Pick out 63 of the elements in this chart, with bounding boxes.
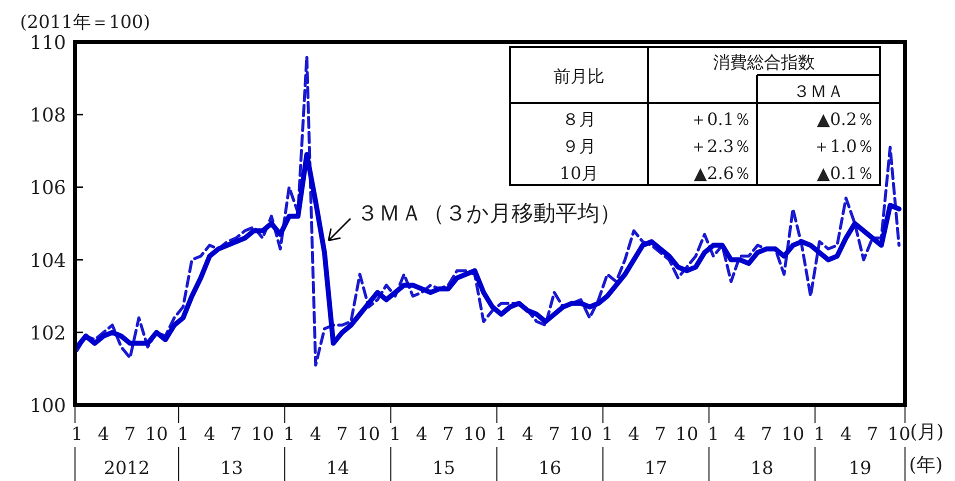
- x-tick-label: 1: [389, 424, 401, 445]
- line-series: [76, 55, 900, 367]
- annotation: 10月: [560, 164, 598, 184]
- text: 17: [644, 458, 668, 479]
- x-tick-label: 10: [357, 424, 380, 445]
- x-tick-label: 10: [145, 424, 168, 445]
- x-tick-label: 4: [628, 424, 640, 445]
- x-tick-label: 4: [840, 424, 852, 445]
- x-tick-label: 10: [781, 424, 804, 445]
- x-tick-label: 10: [463, 424, 486, 445]
- x-tick-label: 10: [251, 424, 274, 445]
- x-tick-label: 7: [548, 424, 560, 445]
- text: 14: [326, 458, 350, 479]
- y-tick-label: 110: [30, 32, 66, 54]
- x-tick-label: 1: [708, 424, 720, 445]
- text: 2012: [104, 458, 150, 479]
- annotation: ＋2.3％: [690, 137, 751, 157]
- x-tick-label: 7: [336, 424, 348, 445]
- annotation: ８月: [562, 110, 596, 130]
- x-tick-label: 10: [569, 424, 592, 445]
- y-tick-label: 108: [30, 104, 66, 127]
- annotation: ▲0.1％: [816, 164, 874, 184]
- x-tick-label: 7: [124, 424, 136, 445]
- series-label: ３ＭＡ（３か月移動平均）: [356, 202, 622, 227]
- text: 13: [220, 458, 244, 479]
- x-tick-label: 10: [675, 424, 698, 445]
- text: (年): [909, 454, 943, 476]
- annotation: ▲0.2％: [816, 110, 874, 130]
- x-tick-label: 1: [177, 424, 189, 445]
- x-tick-label: 4: [98, 424, 110, 445]
- text: 18: [750, 458, 774, 479]
- y-tick-label: 102: [30, 322, 66, 344]
- annotation: 前月比: [554, 67, 604, 87]
- x-tick-label: 7: [654, 424, 666, 445]
- x-tick-label: 4: [522, 424, 534, 445]
- x-tick-label: 7: [230, 424, 242, 445]
- text: 16: [538, 458, 562, 479]
- annotation: ＋1.0％: [812, 137, 874, 157]
- x-tick-label: 4: [416, 424, 428, 445]
- x-tick-label: 4: [734, 424, 746, 445]
- annotation: ＋0.1％: [690, 110, 751, 130]
- x-tick-label: 1: [283, 424, 295, 445]
- x-tick-label: 7: [442, 424, 454, 445]
- x-tick-label: 1: [71, 424, 83, 445]
- x-tick-label: 4: [204, 424, 216, 445]
- x-tick-label: 1: [814, 424, 826, 445]
- annotation: ９月: [562, 137, 596, 157]
- annotation: ▲2.6％: [694, 164, 751, 184]
- text: 15: [432, 458, 456, 479]
- x-tick-label: 7: [760, 424, 772, 445]
- y-tick-label: 104: [30, 250, 66, 272]
- x-tick-label: 10: [888, 424, 910, 445]
- x-tick-label: 1: [602, 424, 614, 445]
- x-tick-label: 7: [866, 424, 878, 445]
- annotation: ３ＭＡ: [793, 82, 844, 102]
- text: (月): [910, 421, 944, 443]
- text: 19: [848, 458, 872, 479]
- annotation: 消費総合指数: [713, 53, 815, 73]
- x-tick-label: 4: [310, 424, 322, 445]
- y-tick-label: 100: [30, 395, 66, 417]
- y-tick-label: 106: [30, 177, 66, 200]
- x-tick-label: 1: [496, 424, 507, 445]
- y-axis-title: (2011年＝100): [20, 12, 150, 33]
